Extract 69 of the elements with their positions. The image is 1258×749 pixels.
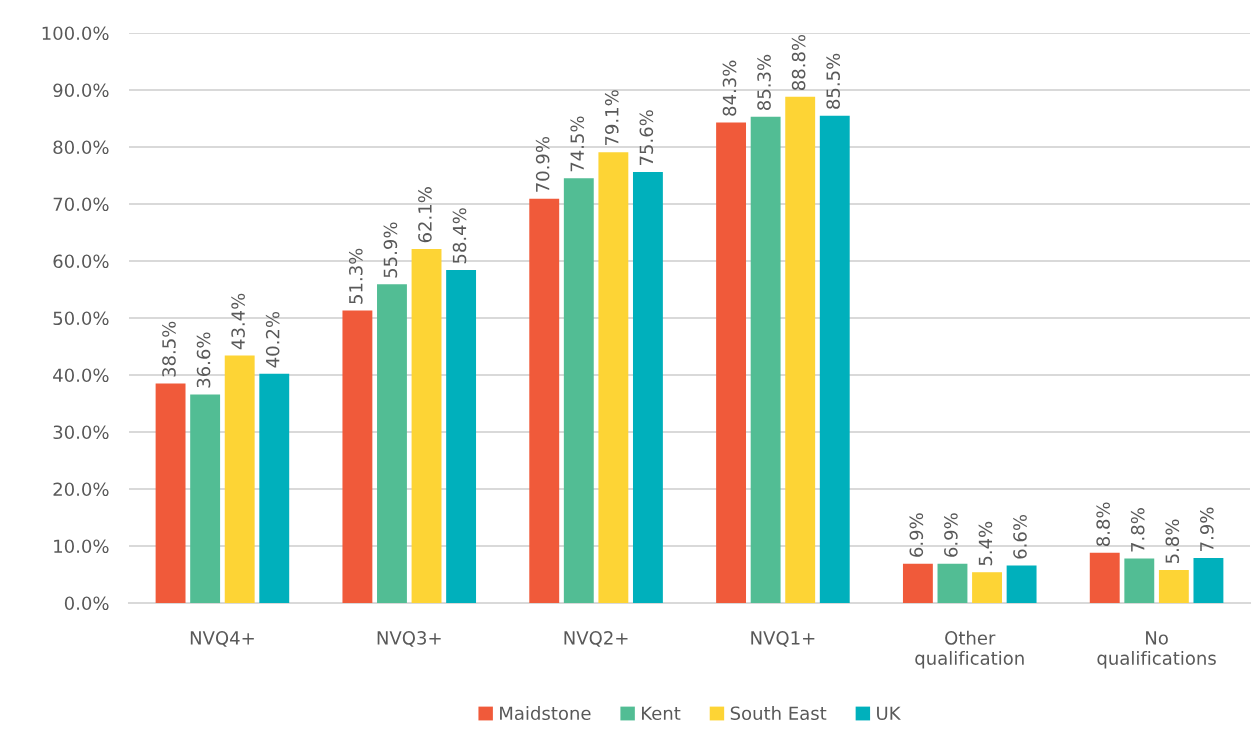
bar [1089,552,1120,603]
data-label: 43.4% [231,293,245,350]
data-label: 88.8% [791,34,806,91]
y-tick-label: 30.0% [53,425,109,440]
bar [750,116,781,603]
bar [972,572,1002,603]
x-tick-label: NVQ4+ [190,631,254,647]
data-label: 58.4% [452,208,467,264]
data-label: 6.6% [1013,514,1027,559]
x-tick-label: NVQ3+ [377,631,441,647]
y-tick-label: 90.0% [53,83,109,98]
data-label: 85.3% [757,54,771,111]
legend-label: Kent [642,706,681,721]
data-label: 40.2% [265,311,280,368]
bar [819,115,850,603]
bar [1006,565,1037,603]
x-tick-label: NVQ1+ [751,631,815,647]
bar [342,310,373,603]
bar [190,394,221,603]
data-label: 36.6% [196,332,211,388]
bar [937,563,968,603]
bar [224,355,255,603]
data-label: 7.8% [1130,508,1145,552]
bar [1193,557,1224,603]
bar [411,249,442,603]
legend-label: South East [730,706,827,721]
y-tick-label: 40.0% [53,368,109,383]
data-label: 85.5% [826,53,840,109]
data-label: 51.3% [348,248,363,304]
bar [155,383,186,603]
legend-label: Maidstone [500,706,591,721]
data-label: 79.1% [604,90,619,146]
data-label: 55.9% [383,222,398,278]
data-label: 84.3% [722,60,737,116]
y-tick-label: 50.0% [53,311,109,326]
data-label: 74.5% [570,116,585,172]
bar [598,152,629,603]
bar [902,563,933,603]
bar [563,178,594,603]
bar [446,270,477,603]
bar [785,96,816,603]
y-tick-label: 80.0% [53,140,109,155]
data-label: 38.5% [162,321,176,377]
legend-label: UK [877,706,901,721]
y-tick-label: 0.0% [64,596,109,611]
bar [1124,558,1155,603]
x-tick-label: Other qualification [915,630,1024,669]
data-label: 70.9% [535,136,550,192]
data-label: 6.9% [909,513,924,557]
x-tick-label: NVQ2+ [564,631,628,647]
data-label: 5.8% [1165,519,1180,563]
data-label: 62.1% [418,187,432,243]
bar [716,122,747,603]
y-tick-label: 100.0% [42,26,109,41]
data-label: 5.4% [978,521,993,566]
data-label: 8.8% [1096,502,1110,547]
data-label: 6.9% [944,513,958,557]
bar [377,284,407,603]
x-tick-label: No qualifications [1097,631,1216,669]
bar [1158,569,1189,603]
y-tick-label: 60.0% [53,254,109,269]
bar [632,172,663,603]
data-label: 7.9% [1200,507,1214,551]
y-tick-label: 70.0% [53,197,109,212]
bar [259,373,290,603]
data-label: 75.6% [639,110,654,166]
y-tick-label: 10.0% [54,539,109,554]
y-tick-label: 20.0% [53,482,109,497]
bar [529,198,560,603]
